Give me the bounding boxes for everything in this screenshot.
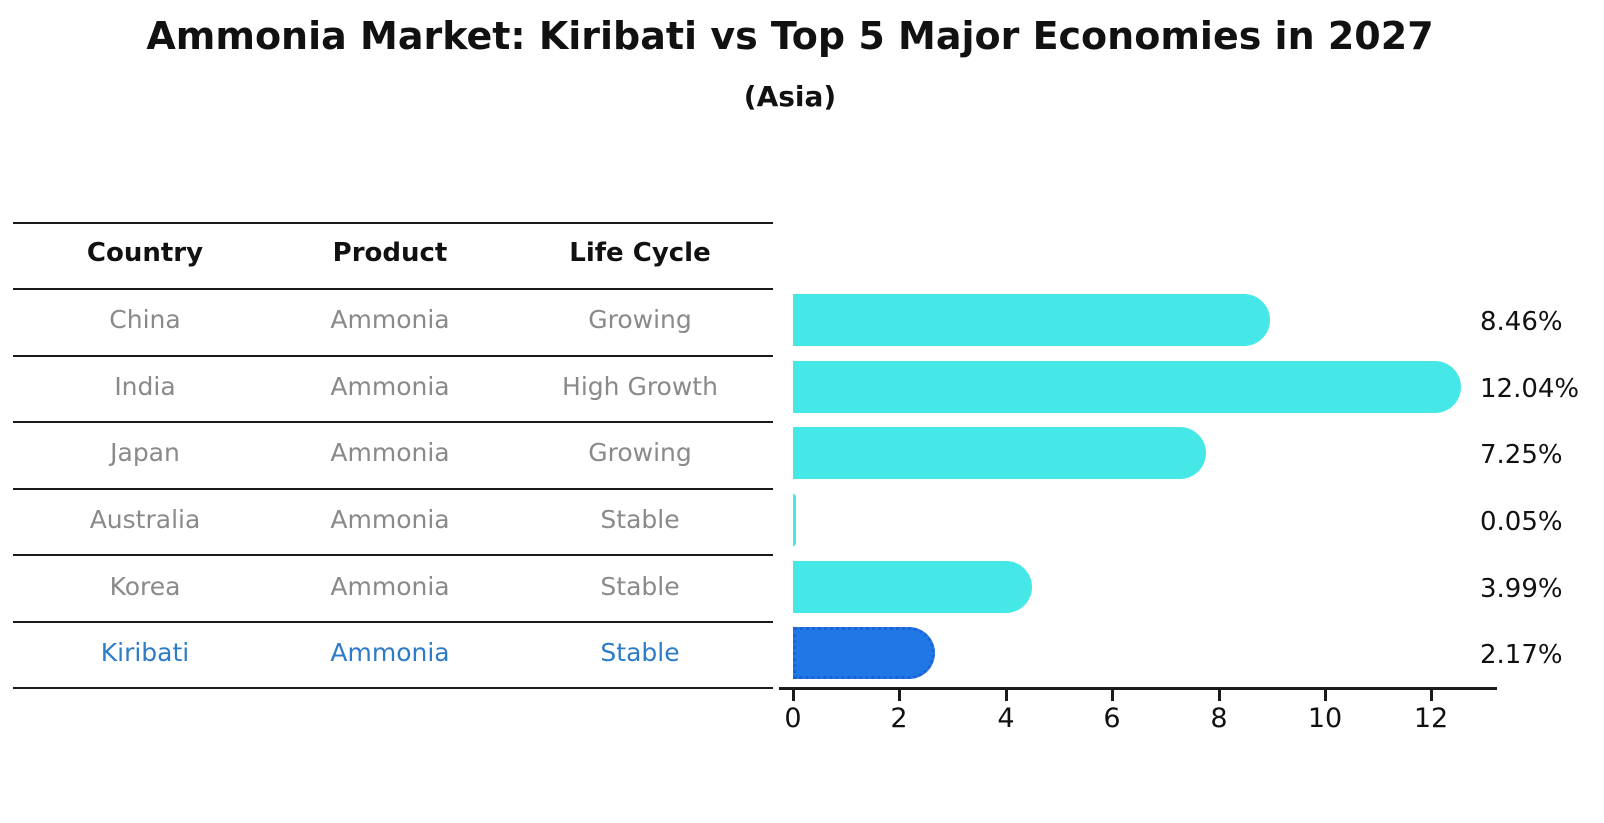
x-axis-tick [898, 690, 901, 701]
product-cell: Ammonia [330, 572, 450, 601]
column-header-product: Product [332, 238, 448, 268]
value-label: 12.04% [1480, 374, 1580, 404]
chart-subtitle: (Asia) [743, 80, 837, 113]
life-cycle-cell: Stable [600, 505, 680, 534]
x-axis-tick-label: 2 [890, 703, 908, 734]
value-label: 8.46% [1480, 307, 1563, 337]
bar-korea [793, 561, 1032, 613]
product-cell: Ammonia [330, 305, 450, 334]
page-title: Ammonia Market: Kiribati vs Top 5 Major … [146, 14, 1434, 58]
row-divider [13, 621, 773, 623]
x-axis-tick-label: 0 [784, 703, 802, 734]
x-axis-tick [1218, 690, 1221, 701]
country-cell: Japan [110, 438, 180, 467]
bar-china [793, 294, 1270, 346]
x-axis-tick [1111, 690, 1114, 701]
table-border-bottom [13, 687, 773, 689]
life-cycle-cell: Growing [588, 438, 692, 467]
row-divider [13, 355, 773, 357]
life-cycle-cell: Growing [588, 305, 692, 334]
country-cell: Australia [89, 505, 201, 534]
bar-india [793, 361, 1461, 413]
column-header-life-cycle: Life Cycle [569, 238, 711, 268]
table-header-divider [13, 288, 773, 290]
bar-australia [793, 494, 796, 546]
value-label: 0.05% [1480, 507, 1563, 537]
product-cell: Ammonia [330, 372, 450, 401]
product-cell: Ammonia [330, 438, 450, 467]
country-cell: China [109, 305, 181, 334]
life-cycle-cell: High Growth [562, 372, 718, 401]
life-cycle-cell-kiribati: Stable [600, 638, 680, 667]
country-cell: Korea [109, 572, 181, 601]
bar-japan [793, 427, 1206, 479]
x-axis-tick-label: 4 [997, 703, 1015, 734]
column-header-country: Country [86, 238, 204, 268]
x-axis-tick [1430, 690, 1433, 701]
x-axis-tick [1005, 690, 1008, 701]
x-axis-tick-label: 8 [1210, 703, 1228, 734]
x-axis-tick-label: 6 [1103, 703, 1121, 734]
x-axis-line [779, 687, 1497, 690]
country-cell-kiribati: Kiribati [100, 638, 190, 667]
value-label: 3.99% [1480, 574, 1563, 604]
product-cell-kiribati: Ammonia [330, 638, 450, 667]
row-divider [13, 488, 773, 490]
x-axis-tick [792, 690, 795, 701]
country-cell: India [114, 372, 176, 401]
x-axis-tick-label: 12 [1413, 703, 1449, 734]
x-axis-tick-label: 10 [1307, 703, 1343, 734]
life-cycle-cell: Stable [600, 572, 680, 601]
table-border-top [13, 222, 773, 224]
product-cell: Ammonia [330, 505, 450, 534]
x-axis-tick [1324, 690, 1327, 701]
row-divider [13, 421, 773, 423]
value-label: 7.25% [1480, 440, 1563, 470]
bar-kiribati-highlighted [793, 627, 935, 679]
row-divider [13, 554, 773, 556]
value-label: 2.17% [1480, 640, 1563, 670]
